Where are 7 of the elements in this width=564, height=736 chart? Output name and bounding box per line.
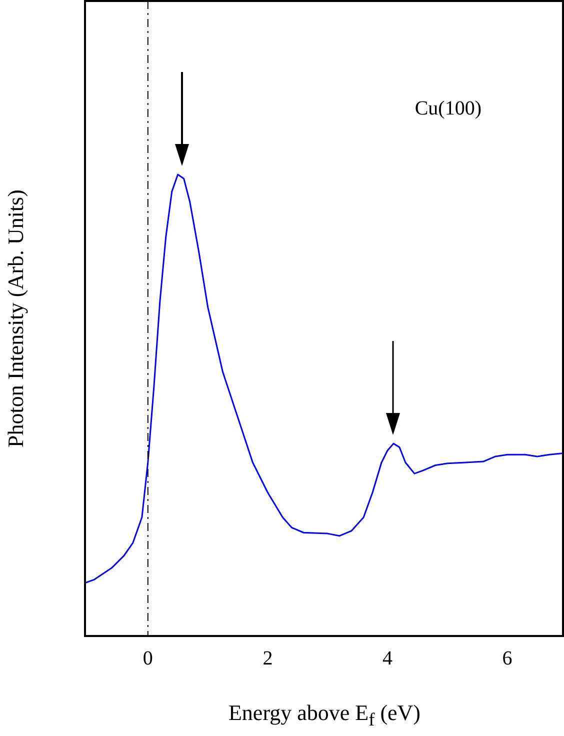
x-tick-label: 0 [142,647,153,670]
x-tick-label: 6 [502,647,512,670]
x-axis-title: Energy above E$_{f}$ (eV) [227,700,422,730]
x-tick-label: 2 [262,647,273,670]
y-axis-title: Photon Intensity (Arb. Units) [2,190,28,448]
text: Cu(100) [414,97,482,120]
x-tick-label: 4 [382,647,392,670]
